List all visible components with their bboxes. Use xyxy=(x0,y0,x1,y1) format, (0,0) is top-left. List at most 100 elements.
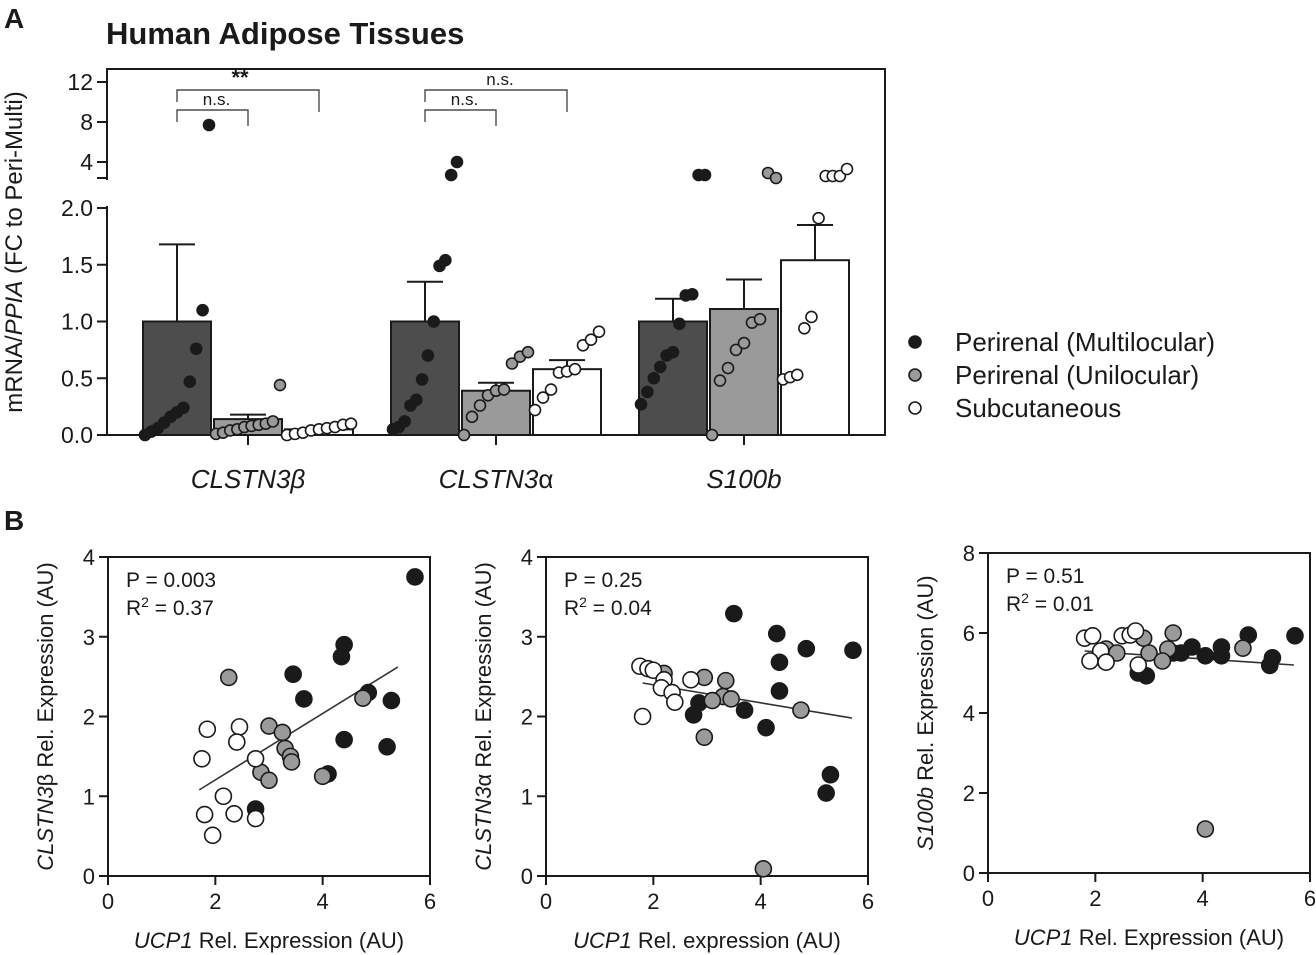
scatter-point xyxy=(230,718,249,736)
bar-dot xyxy=(673,317,686,331)
x-category-label: CLSTN3β xyxy=(191,464,306,494)
scatter-point xyxy=(219,668,238,687)
bar-dot xyxy=(398,415,411,428)
stats-p-value: P = 0.003 xyxy=(126,569,216,592)
scatter-point xyxy=(735,701,754,719)
significance-bracket xyxy=(176,89,320,112)
y-tick-label: 12 xyxy=(67,69,93,95)
bar-dot xyxy=(568,362,582,376)
scatter-point xyxy=(313,767,332,786)
significance-label: n.s. xyxy=(203,90,230,109)
scatter-point xyxy=(1081,652,1099,670)
x-tick-label: 0 xyxy=(982,886,994,911)
bar-dot xyxy=(721,361,735,375)
bar-dot xyxy=(505,357,519,370)
x-axis-label: UCP1 Rel. expression (AU) xyxy=(573,928,841,953)
x-tick-label: 6 xyxy=(1304,886,1316,911)
scatter-point xyxy=(1164,624,1182,642)
y-tick-label: 0 xyxy=(83,864,95,889)
scatter-point xyxy=(1153,652,1172,670)
bar-dot xyxy=(457,428,471,442)
y-tick-label: 4 xyxy=(521,545,533,570)
significance-label: ** xyxy=(231,65,249,90)
y-tick-label: 1.5 xyxy=(61,252,93,278)
scatter-point xyxy=(406,568,424,586)
y-tick-label: 3 xyxy=(521,625,533,650)
bar-dot xyxy=(536,391,550,404)
bar xyxy=(780,259,850,436)
bar-dot xyxy=(415,373,429,386)
bar-dot xyxy=(729,343,743,357)
significance-label: n.s. xyxy=(486,70,513,89)
scatter-point xyxy=(1234,639,1252,658)
bar-dot xyxy=(196,303,209,317)
scatter-point xyxy=(770,682,789,700)
scatter-point xyxy=(797,639,816,658)
scatter-point xyxy=(354,689,372,707)
bar-dot xyxy=(685,287,699,301)
bar-chart-title: Human Adipose Tissues xyxy=(106,16,464,51)
scatter-point xyxy=(198,720,217,739)
bar-dot xyxy=(465,410,479,424)
bar-dot xyxy=(653,360,667,374)
bar-dot xyxy=(344,417,358,430)
scatter-point xyxy=(378,738,396,756)
y-tick-label: 0.0 xyxy=(61,422,93,448)
x-tick-label: 4 xyxy=(317,889,329,914)
bar-dot xyxy=(798,322,811,335)
scatter-point xyxy=(1196,820,1215,838)
scatter-plot-clstn3a: 0 2 4 6 0 1 2 3 4 UCP1 Rel. expression (AU) CLSTN3… xyxy=(471,545,874,953)
scatter-point xyxy=(817,784,835,802)
x-category-label: S100b xyxy=(706,464,781,494)
y-tick-label: 3 xyxy=(83,625,95,650)
bar-dot xyxy=(647,371,661,385)
stats-r-squared: R2 = 0.37 xyxy=(126,594,214,620)
bar-dot xyxy=(444,168,458,182)
significance-label: n.s. xyxy=(451,90,478,109)
scatter-point xyxy=(246,809,265,828)
scatter-point xyxy=(844,641,862,660)
y-tick-label: 8 xyxy=(80,109,93,135)
bar-dot xyxy=(713,374,727,387)
scatter-point xyxy=(295,690,313,708)
legend-label: Subcutaneous xyxy=(955,393,1121,423)
y-tick-label: 0 xyxy=(963,861,975,886)
scatter-point xyxy=(1097,653,1115,672)
scatter-point xyxy=(633,707,652,726)
x-category-label: CLSTN3α xyxy=(439,464,554,494)
scatter-point xyxy=(335,730,353,749)
legend-marker xyxy=(908,368,922,382)
scatter-point xyxy=(332,647,351,666)
scatter-plot-clstn3b: 0 2 4 6 0 1 2 3 4 UCP1 Rel. Expression (AU) CLSTN3… xyxy=(33,545,436,953)
significance-bracket xyxy=(424,109,497,126)
scatter-point xyxy=(193,749,211,768)
y-tick-label: 1.0 xyxy=(61,309,93,335)
scatter-point xyxy=(228,733,246,751)
y-tick-label: 8 xyxy=(963,541,975,566)
bar-dot xyxy=(805,310,818,324)
scatter-point xyxy=(1260,656,1279,675)
x-axis-label: UCP1 Rel. Expression (AU) xyxy=(1014,925,1284,950)
scatter-point xyxy=(757,718,775,737)
y-tick-label: 1 xyxy=(83,784,95,809)
bar-dot xyxy=(705,428,719,442)
bar-dot xyxy=(753,312,767,326)
scatter-point xyxy=(382,691,401,710)
scatter-plot-s100b: 0 2 4 6 0 2 4 6 8 UCP1 Rel. Expression (AU) S100b … xyxy=(913,541,1316,950)
bar-dot xyxy=(273,378,287,392)
stats-r-squared: R2 = 0.04 xyxy=(564,594,652,620)
scatter-point xyxy=(703,691,722,710)
bar-dot xyxy=(812,211,825,225)
scatter-point xyxy=(716,671,735,690)
y-tick-label: 2 xyxy=(963,781,975,806)
legend-label: Perirenal (Unilocular) xyxy=(955,360,1199,390)
panel-label-a: A xyxy=(4,3,24,34)
bar-dot xyxy=(840,162,854,176)
scatter-point xyxy=(821,765,840,784)
bar-dot xyxy=(497,383,511,396)
scatter-point xyxy=(225,804,243,823)
bar-dot xyxy=(266,415,280,428)
scatter-point xyxy=(754,860,773,878)
bar-dot xyxy=(189,342,203,356)
y-tick-label: 2.0 xyxy=(61,195,93,221)
